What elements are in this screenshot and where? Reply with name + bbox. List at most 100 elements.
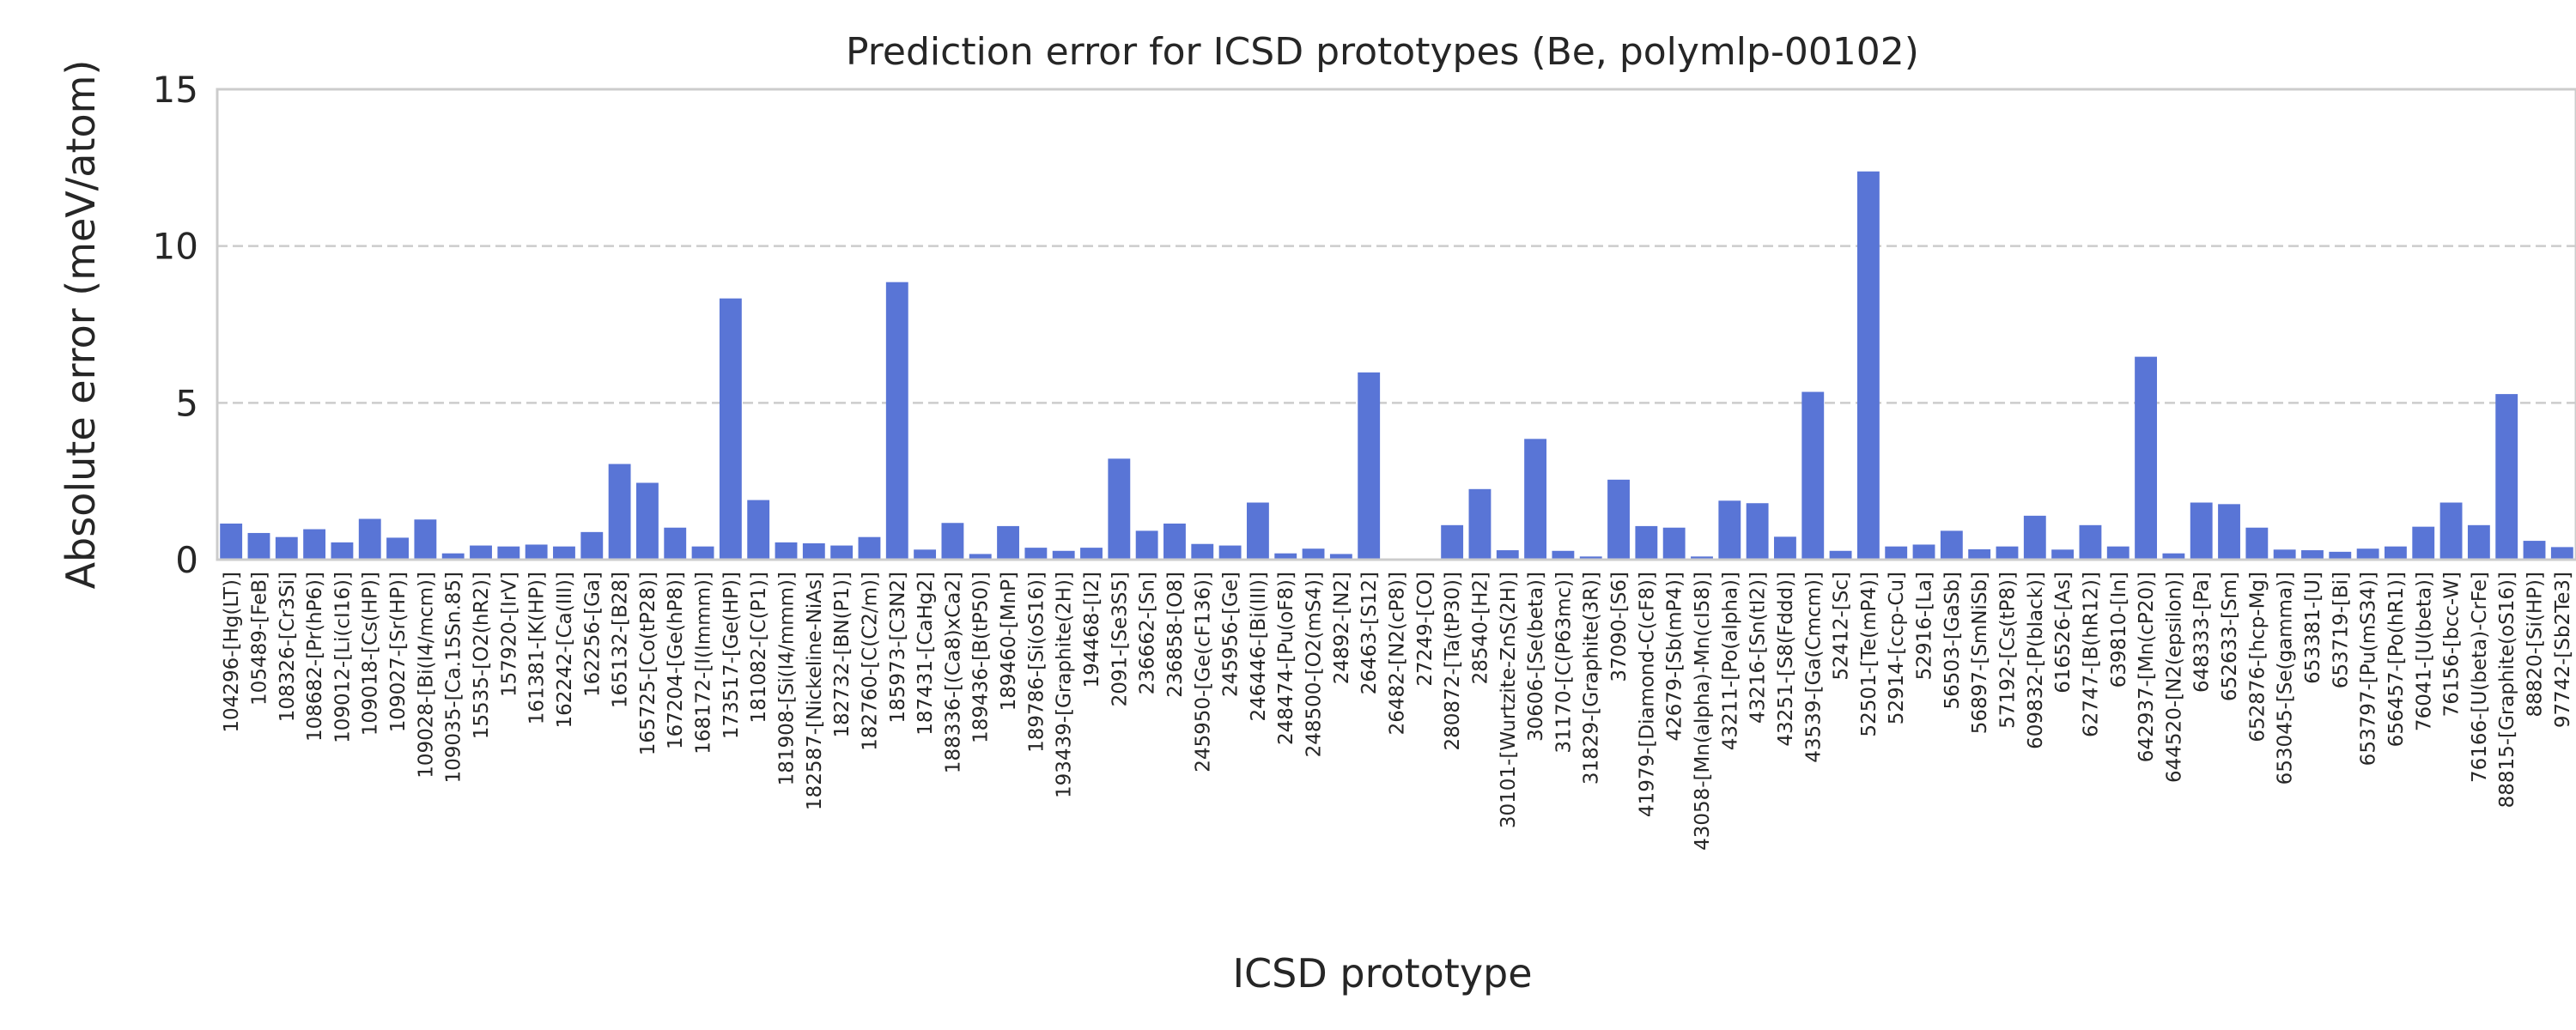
bar [1912,544,1935,560]
y-tick-label: 10 [153,226,198,268]
x-tick-label: 182760-[C(C2/m)] [859,572,881,751]
x-tick-label: 644520-[N2(epsilon)] [2163,572,2185,783]
bar [1080,548,1103,560]
x-tick-label: 109018-[Cs(HP)] [360,572,382,736]
x-tick-label: 43539-[Ga(Cmcm)] [1802,572,1825,763]
bar [2385,546,2407,560]
bar [1996,546,2019,560]
bar [1163,523,1186,560]
bar [914,549,937,560]
y-tick-label: 0 [175,539,198,581]
bar [2190,502,2213,560]
bar [1856,171,1880,560]
x-tick-label: 182587-[Nickeline-NiAs] [804,572,826,810]
bar [691,546,714,560]
x-tick-label: 188336-[(Ca8)xCa2] [942,572,964,773]
chart-title: Prediction error for ICSD prototypes (Be… [846,30,1919,74]
bar [1829,550,1852,560]
x-tick-label: 42679-[Sb(mP4)] [1664,572,1686,741]
bar [470,545,492,560]
bar [1329,554,1352,560]
bar [1135,530,1158,560]
bar [2439,502,2463,560]
x-tick-label: 26482-[N2(cP8)] [1387,572,1409,735]
x-tick-label: 97742-[Sb2Te3] [2552,572,2574,728]
bar [2523,541,2546,560]
y-tick-labels: 0 5 10 15 [153,69,198,581]
bar [830,545,854,560]
x-tick-label: 189460-[MnP] [998,572,1020,711]
x-tick-label: 76041-[U(beta)] [2413,572,2435,731]
bar [1274,553,1297,560]
bar [1691,556,1713,560]
bar [1024,548,1048,560]
bar [2218,504,2240,560]
bar [1552,550,1575,560]
x-tick-label: 109027-[Sr(HP)] [387,572,410,732]
x-tick-label: 52914-[ccp-Cu] [1886,572,1908,724]
x-tick-label: 609832-[P(black)] [2025,572,2047,749]
x-tick-label: 181082-[C(P1)] [748,572,770,724]
bar [553,546,575,560]
x-tick-label: 616526-[As] [2052,572,2075,694]
bar [1524,439,1547,560]
x-tick-label: 236662-[Sn] [1137,572,1159,694]
bar [1468,488,1492,560]
bar [2245,527,2269,560]
x-tick-label: 41979-[Diamond-C(cF8)] [1636,572,1658,817]
bar [2162,553,2185,560]
bar [1718,500,1741,560]
x-tick-label: 37090-[S6] [1608,572,1631,682]
bar [1940,530,1963,560]
bar [1968,548,1991,560]
x-tick-label: 15535-[O2(hR2)] [471,572,493,739]
x-tick-label: 162242-[Ca(III)] [554,572,576,729]
x-tick-label: 165132-[B28] [610,572,632,708]
bar [1801,391,1825,560]
bar [2135,356,2158,560]
bar [358,518,381,560]
x-tick-label: 109035-[Ca.15Sn.85] [443,572,465,784]
x-tick-label: 639810-[In] [2108,572,2130,688]
bar [1774,536,1796,560]
x-tick-label: 157920-[IrV] [498,572,520,697]
x-tick-label: 280872-[Ta(tP30)] [1442,572,1464,750]
bar [664,527,687,560]
bar [386,537,409,560]
x-tick-label: 31170-[C(P63mc)] [1552,572,1575,754]
bar [997,525,1019,560]
x-tick-label: 182732-[BN(P1)] [831,572,854,737]
x-tick-label: 187431-[CaHg2] [914,572,937,736]
x-tick-label: 168172-[I(Immm)] [693,572,715,754]
bar [1496,550,1519,560]
x-tick-label: 165725-[Co(tP28)] [637,572,659,755]
bar [1358,372,1381,560]
x-tick-label: 189786-[Si(oS16)] [1025,572,1048,753]
bar [275,536,298,560]
bar [497,546,520,560]
bar [1635,525,1658,560]
x-tick-label: 248474-[Pu(oF8)] [1275,572,1297,745]
x-tick-label: 248500-[O2(mS4)] [1303,572,1326,757]
plot-frame [216,88,2576,561]
x-tick-labels: 104296-[Hg(LT)] 105489-[FeB] 108326-[Cr3Si… [221,572,2574,851]
x-tick-label: 104296-[Hg(LT)] [221,572,243,733]
bar [969,554,992,560]
x-tick-label: 108326-[Cr3Si] [276,572,299,722]
x-tick-label: 189436-[B(tP50)] [970,572,993,743]
x-tick-label: 52916-[La] [1914,572,1936,680]
x-tick-label: 28540-[H2] [1469,572,1492,684]
x-tick-label: 648333-[Pa] [2191,572,2214,693]
bar [414,519,437,560]
bar [580,531,604,560]
bar [1885,546,1908,560]
x-tick-label: 173517-[Ge(HP)] [720,572,743,739]
bar [608,464,631,560]
bar [525,544,548,560]
bar [885,282,908,560]
x-tick-label: 108682-[Pr(hP6)] [304,572,326,742]
bar [2079,524,2102,560]
x-tick-label: 43211-[Po(alpha)] [1719,572,1741,750]
bar [719,298,742,560]
